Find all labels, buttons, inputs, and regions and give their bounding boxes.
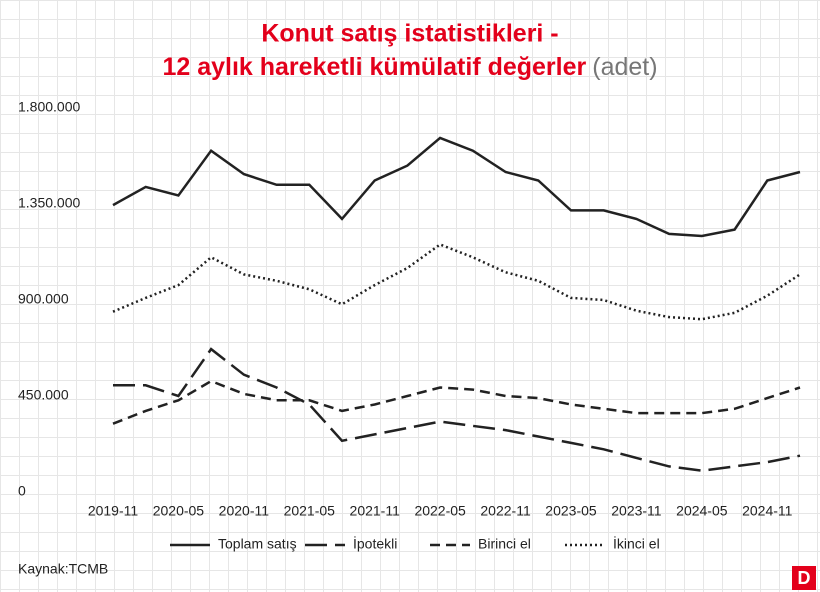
legend-label: İpotekli — [353, 535, 397, 552]
legend-label: Birinci el — [478, 536, 531, 552]
y-tick-label: 1.350.000 — [18, 195, 80, 211]
source: Kaynak:TCMB — [18, 561, 108, 577]
chart-title: 12 aylık hareketli kümülatif değerler — [162, 53, 586, 81]
series-line — [112, 243, 801, 321]
x-tick-label: 2020-11 — [219, 503, 270, 519]
x-tick-label: 2020-05 — [153, 503, 205, 519]
title-unit: (adet) — [592, 53, 657, 81]
series-line — [112, 379, 801, 425]
x-tick-label: 2021-05 — [284, 503, 336, 519]
y-tick-label: 900.000 — [18, 291, 69, 307]
x-tick-label: 2024-11 — [742, 503, 793, 519]
logo: D — [798, 568, 811, 588]
chart-title: 12 aylık hareketli kümülatif değerler (ad… — [162, 53, 657, 81]
x-tick-label: 2022-11 — [480, 503, 531, 519]
y-tick-label: 450.000 — [18, 387, 69, 403]
x-tick-label: 2019-11 — [88, 503, 139, 519]
x-tick-label: 2022-05 — [414, 503, 466, 519]
series-line — [112, 136, 801, 238]
x-tick-label: 2023-11 — [611, 503, 662, 519]
x-tick-label: 2024-05 — [676, 503, 728, 519]
y-tick-label: 1.800.000 — [18, 99, 80, 115]
legend-label: Toplam satış — [218, 536, 297, 552]
x-tick-label: 2021-11 — [350, 503, 401, 519]
y-tick-label: 0 — [18, 483, 26, 499]
x-tick-label: 2023-05 — [545, 503, 597, 519]
series-line — [113, 347, 801, 472]
chart-title: Konut satış istatistikleri - — [261, 20, 558, 48]
legend-label: İkinci el — [613, 535, 660, 552]
logo-box — [792, 566, 816, 590]
